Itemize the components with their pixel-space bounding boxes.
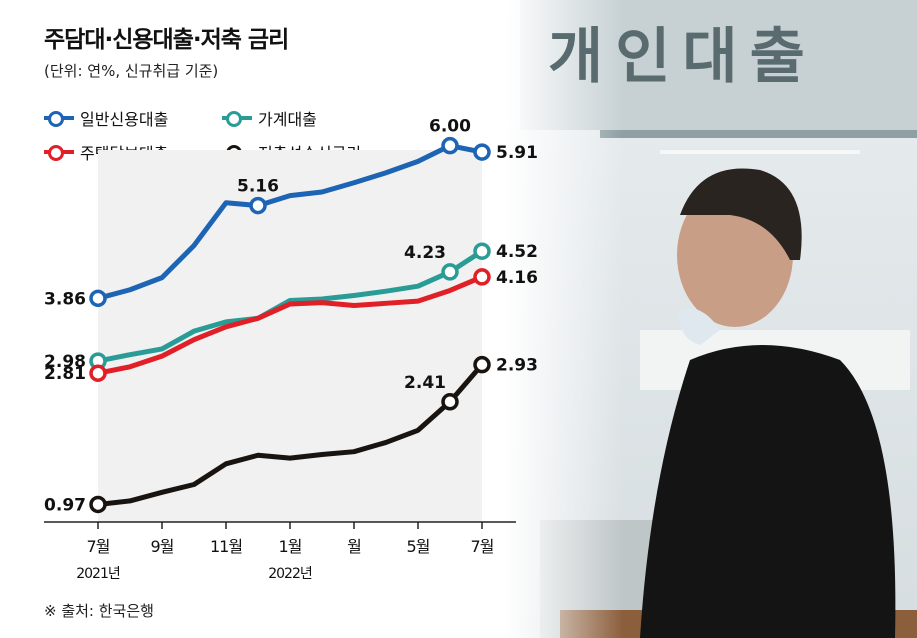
legend-swatch-icon bbox=[44, 111, 74, 127]
chart-title: 주담대·신용대출·저축 금리 bbox=[44, 27, 289, 53]
data-point-marker bbox=[473, 355, 491, 374]
data-point-marker bbox=[441, 136, 459, 155]
data-point-marker bbox=[441, 263, 459, 281]
legend-item-household-loan: 가계대출 bbox=[222, 106, 317, 130]
legend-swatch-icon bbox=[222, 111, 252, 127]
x-tick-label: 1월 bbox=[279, 537, 302, 556]
data-point-marker bbox=[89, 364, 107, 382]
data-point-marker bbox=[441, 393, 459, 411]
data-point-marker bbox=[89, 289, 107, 308]
data-point-marker bbox=[473, 268, 491, 286]
data-label: 2.41 bbox=[404, 373, 446, 393]
data-label: 2.93 bbox=[496, 356, 538, 376]
series-line bbox=[95, 362, 485, 507]
x-tick-label: 9월 bbox=[151, 537, 174, 556]
x-tick-year-label: 2022년 bbox=[268, 566, 312, 582]
x-tick-label: 7월 bbox=[471, 537, 494, 556]
data-point-marker bbox=[473, 242, 491, 260]
photo-sign-text: 개인대출 bbox=[548, 22, 817, 92]
data-label: 6.00 bbox=[429, 117, 471, 137]
legend-swatch-icon bbox=[44, 145, 74, 161]
data-point-marker bbox=[89, 495, 107, 514]
data-label: 3.86 bbox=[44, 289, 86, 309]
data-label: 0.97 bbox=[44, 495, 86, 515]
series-line bbox=[95, 274, 485, 376]
series-line bbox=[95, 248, 485, 364]
x-tick-label: 5월 bbox=[407, 537, 430, 556]
legend-item-credit-loan: 일반신용대출 bbox=[44, 106, 168, 130]
x-tick-label: 7월 bbox=[87, 537, 110, 556]
source-note: ※ 출처: 한국은행 bbox=[44, 602, 154, 620]
legend-label: 가계대출 bbox=[258, 110, 317, 129]
data-label: 4.16 bbox=[496, 268, 538, 288]
data-label: 2.81 bbox=[44, 364, 86, 384]
data-label: 4.52 bbox=[496, 242, 538, 262]
chart-subtitle: (단위: 연%, 신규취급 기준) bbox=[44, 62, 219, 80]
x-tick-year-label: 2021년 bbox=[76, 566, 120, 582]
x-tick-label: 월 bbox=[347, 537, 361, 556]
x-tick-label: 11월 bbox=[210, 537, 242, 556]
series-line bbox=[95, 143, 485, 301]
plot-area bbox=[98, 150, 482, 522]
data-label: 5.16 bbox=[237, 177, 279, 197]
legend-label: 일반신용대출 bbox=[80, 110, 169, 129]
data-point-marker bbox=[249, 196, 267, 215]
data-label: 5.91 bbox=[496, 143, 538, 163]
data-point-marker bbox=[473, 143, 491, 161]
data-label: 4.23 bbox=[404, 243, 446, 263]
data-label: 2.98 bbox=[44, 352, 86, 372]
